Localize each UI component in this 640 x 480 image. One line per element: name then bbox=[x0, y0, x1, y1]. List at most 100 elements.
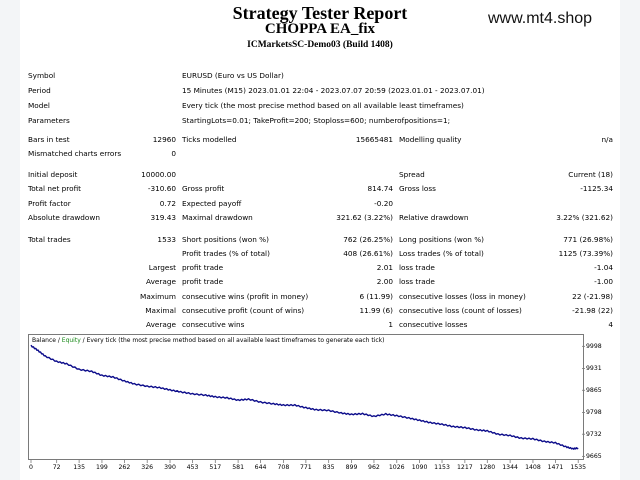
avg-consec-losses-value: 4 bbox=[608, 320, 613, 329]
x-tick-label: 1217 bbox=[456, 464, 473, 471]
x-tick-label: 262 bbox=[118, 464, 131, 471]
x-tick-label: 453 bbox=[186, 464, 199, 471]
y-tick-label: 9665 bbox=[586, 453, 602, 461]
balance-line bbox=[30, 344, 579, 450]
profit-trades-label: Profit trades (% of total) bbox=[182, 249, 270, 258]
x-tick-label: 1344 bbox=[502, 464, 518, 471]
x-tick-label: 517 bbox=[209, 464, 222, 471]
initial-deposit-value: 10000.00 bbox=[141, 170, 176, 179]
legend-description: / Every tick (the most precise method ba… bbox=[80, 337, 385, 344]
period-value: 15 Minutes (M15) 2023.01.01 22:04 - 2023… bbox=[182, 86, 485, 95]
avg-consec-wins-value: 1 bbox=[388, 320, 393, 329]
model-label: Model bbox=[28, 101, 50, 110]
profit-factor-value: 0.72 bbox=[159, 199, 176, 208]
relative-drawdown-label: Relative drawdown bbox=[399, 213, 469, 222]
max-consec-wins-value: 6 (11.99) bbox=[359, 292, 393, 301]
x-tick-label: 72 bbox=[52, 464, 61, 471]
spread-value: Current (18) bbox=[568, 170, 613, 179]
maximal-drawdown-value: 321.62 (3.22%) bbox=[336, 213, 393, 222]
average-profit-value: 2.00 bbox=[376, 277, 393, 286]
parameters-value: StartingLots=0.01; TakeProfit=200; Stopl… bbox=[182, 116, 451, 125]
x-tick-label: 135 bbox=[73, 464, 86, 471]
x-tick-label: 581 bbox=[232, 464, 245, 471]
x-tick-label: 1153 bbox=[434, 464, 450, 471]
long-positions-value: 771 (26.98%) bbox=[563, 235, 613, 244]
y-tick-label: 9865 bbox=[586, 387, 602, 395]
maximum-label: Maximum bbox=[140, 292, 176, 301]
x-tick-label: 1535 bbox=[570, 464, 587, 471]
ticks-modelled-value: 15665481 bbox=[355, 135, 393, 144]
legend-equity: Equity bbox=[61, 337, 81, 344]
short-positions-value: 762 (26.25%) bbox=[343, 235, 393, 244]
balance-chart: Balance / Equity / Every tick (the most … bbox=[28, 334, 584, 460]
x-tick-label: 771 bbox=[299, 464, 312, 471]
expected-payoff-label: Expected payoff bbox=[182, 199, 242, 208]
x-tick-label: 708 bbox=[277, 464, 290, 471]
spread-label: Spread bbox=[399, 170, 425, 179]
average-loss-value: -1.00 bbox=[594, 277, 613, 286]
gross-profit-label: Gross profit bbox=[182, 184, 225, 193]
gross-profit-value: 814.74 bbox=[367, 184, 393, 193]
x-tick-label: 1090 bbox=[411, 464, 428, 471]
model-value: Every tick (the most precise method base… bbox=[182, 101, 464, 110]
x-tick-label: 644 bbox=[254, 464, 267, 471]
long-positions-label: Long positions (won %) bbox=[399, 235, 485, 244]
absolute-drawdown-value: 319.43 bbox=[150, 213, 176, 222]
x-tick-label: 0 bbox=[29, 464, 33, 471]
profit-factor-label: Profit factor bbox=[28, 199, 71, 208]
max-consec-losses-label: consecutive losses (loss in money) bbox=[399, 292, 526, 301]
loss-trades-value: 1125 (73.39%) bbox=[558, 249, 613, 258]
largest-loss-label: loss trade bbox=[399, 263, 435, 272]
maximal-consec-profit-value: 11.99 (6) bbox=[359, 306, 393, 315]
y-tick-label: 9732 bbox=[586, 431, 602, 439]
maximal-label: Maximal bbox=[145, 306, 176, 315]
average-label: Average bbox=[146, 277, 176, 286]
x-tick-label: 1280 bbox=[479, 464, 496, 471]
x-tick-label: 1026 bbox=[388, 464, 405, 471]
x-tick-label: 962 bbox=[368, 464, 380, 471]
maximal-consec-profit-label: consecutive profit (count of wins) bbox=[182, 306, 305, 315]
initial-deposit-label: Initial deposit bbox=[28, 170, 78, 179]
largest-profit-label: profit trade bbox=[182, 263, 224, 272]
mismatched-value: 0 bbox=[171, 149, 176, 158]
largest-label: Largest bbox=[148, 263, 176, 272]
y-tick-label: 9998 bbox=[586, 343, 602, 351]
largest-loss-value: -1.04 bbox=[594, 263, 613, 272]
period-label: Period bbox=[28, 86, 51, 95]
expected-payoff-value: -0.20 bbox=[374, 199, 393, 208]
x-tick-label: 899 bbox=[345, 464, 358, 471]
absolute-drawdown-label: Absolute drawdown bbox=[28, 213, 100, 222]
average-profit-label: profit trade bbox=[182, 277, 224, 286]
max-consec-losses-value: 22 (-21.98) bbox=[572, 292, 613, 301]
bars-in-test-label: Bars in test bbox=[28, 135, 70, 144]
symbol-label: Symbol bbox=[28, 71, 56, 80]
avg-consec-losses-label: consecutive losses bbox=[399, 320, 468, 329]
ticks-modelled-label: Ticks modelled bbox=[182, 135, 237, 144]
maximal-consec-loss-value: -21.98 (22) bbox=[572, 306, 613, 315]
y-tick-label: 9798 bbox=[586, 409, 602, 417]
x-tick-label: 326 bbox=[141, 464, 154, 471]
legend-separator: / bbox=[55, 337, 62, 344]
bars-in-test-value: 12960 bbox=[152, 135, 176, 144]
symbol-value: EURUSD (Euro vs US Dollar) bbox=[182, 71, 284, 80]
x-tick-label: 390 bbox=[164, 464, 176, 471]
parameters-label: Parameters bbox=[28, 116, 70, 125]
total-net-profit-value: -310.60 bbox=[147, 184, 176, 193]
average-loss-label: loss trade bbox=[399, 277, 435, 286]
total-net-profit-label: Total net profit bbox=[28, 184, 82, 193]
average2-label: Average bbox=[146, 320, 176, 329]
loss-trades-label: Loss trades (% of total) bbox=[399, 249, 484, 258]
x-tick-label: 1471 bbox=[547, 464, 564, 471]
total-trades-value: 1533 bbox=[157, 235, 176, 244]
gross-loss-label: Gross loss bbox=[399, 184, 436, 193]
modelling-quality-value: n/a bbox=[601, 135, 613, 144]
gross-loss-value: -1125.34 bbox=[580, 184, 613, 193]
y-tick-label: 9931 bbox=[586, 365, 602, 373]
x-tick-label: 835 bbox=[322, 464, 335, 471]
largest-profit-value: 2.01 bbox=[376, 263, 393, 272]
x-tick-label: 199 bbox=[96, 464, 108, 471]
server-build: ICMarketsSC-Demo03 (Build 1408) bbox=[247, 40, 393, 50]
legend-balance: Balance bbox=[32, 337, 56, 344]
avg-consec-wins-label: consecutive wins bbox=[182, 320, 245, 329]
